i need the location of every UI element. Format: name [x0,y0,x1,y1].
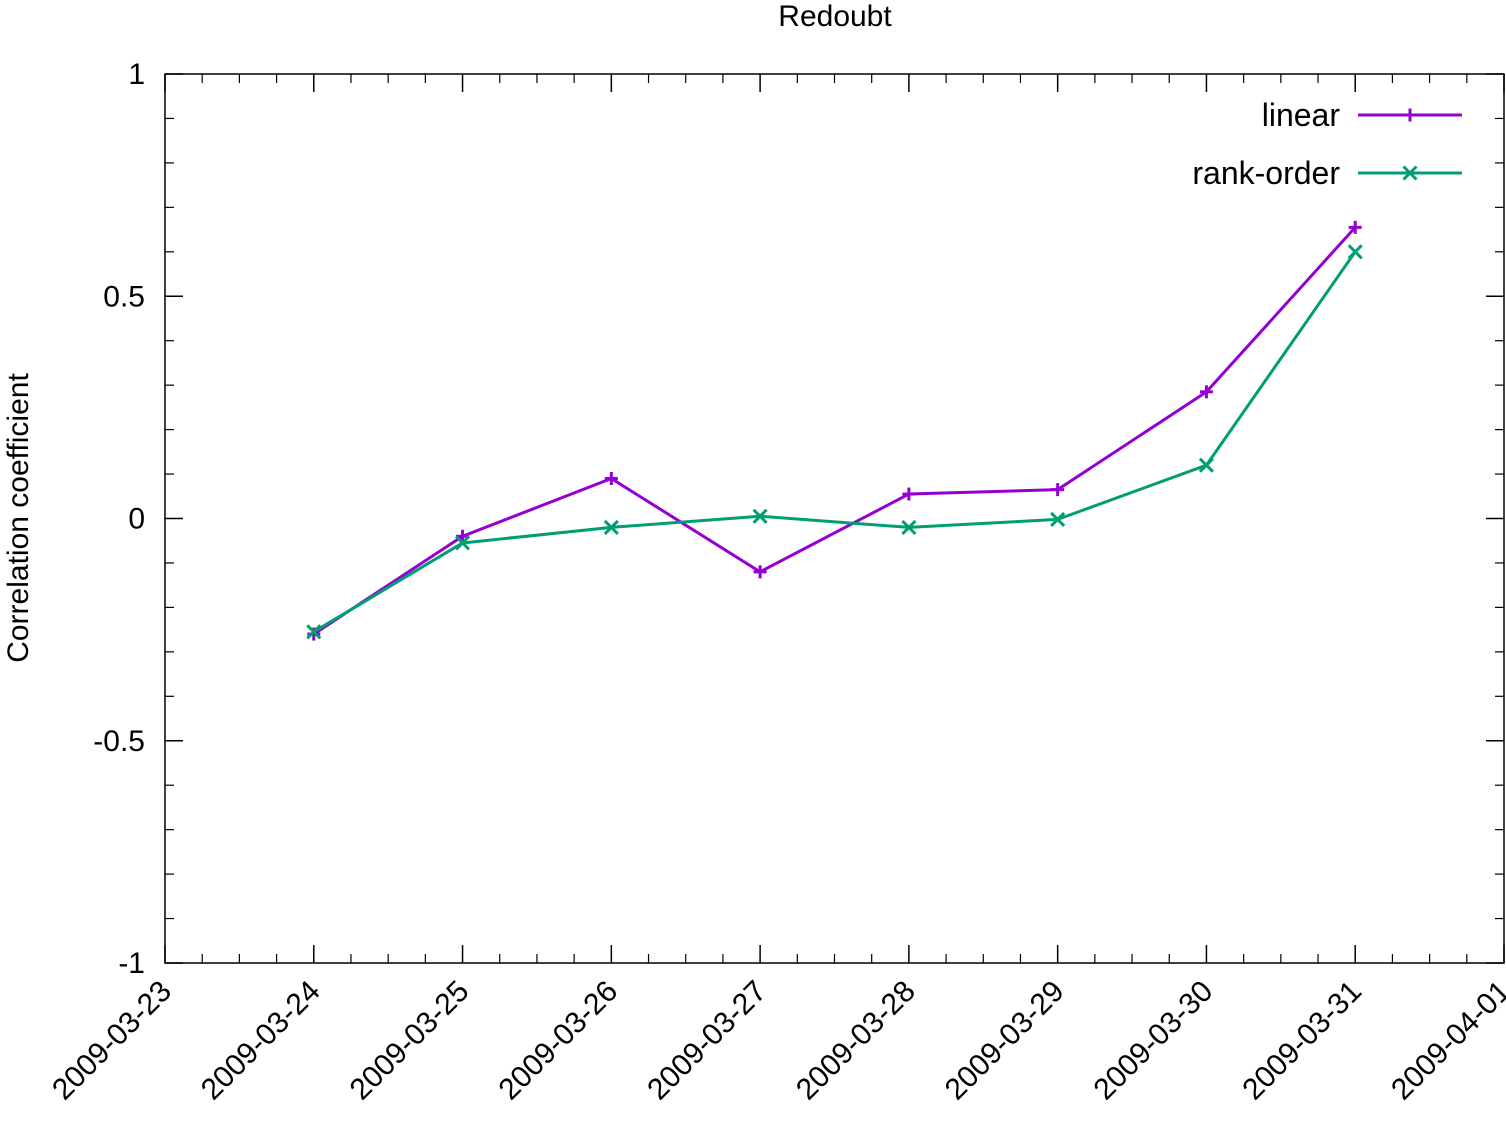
plot-frame [164,73,1505,964]
legend-marker-rank-order [1402,165,1418,181]
x-tick-label: 2009-03-31 [1236,975,1368,1107]
x-tick-label: 2009-03-27 [641,975,773,1107]
data-point-rank-order [1198,457,1215,473]
data-point-linear [1051,483,1065,497]
x-tick-label: 2009-03-29 [939,975,1071,1107]
y-tick-label: -1 [118,947,145,980]
series-layer [306,220,1363,641]
x-tick-label: 2009-03-26 [492,975,624,1107]
data-point-linear [604,471,618,485]
data-point-rank-order [1050,511,1066,527]
data-point-rank-order [306,624,322,640]
x-tick-label: 2009-03-23 [46,975,178,1107]
y-axis-label: Correlation coefficient [2,373,35,663]
x-tick-label: 2009-03-25 [344,975,476,1107]
data-point-rank-order [752,508,768,524]
series-line-rank-order [313,250,1357,634]
y-tick-label: 1 [128,58,145,91]
data-point-linear [456,529,470,543]
data-point-linear [902,487,916,501]
data-point-rank-order [1347,244,1363,260]
y-tick-label: 0 [128,503,145,536]
x-tick-label: 2009-03-30 [1088,975,1220,1107]
x-axis-ticks: 2009-03-23 2009-03-24 2009-03-25 2009-03-26… [46,74,1506,1106]
series-line-linear [312,226,1357,636]
data-point-rank-order [454,535,471,551]
legend-label-rank-order: rank-order [1192,155,1340,191]
x-tick-label: 2009-03-24 [195,975,327,1107]
data-point-rank-order [901,519,917,535]
y-tick-label: 0.5 [103,280,145,313]
data-point-rank-order [603,519,619,535]
y-minor-ticks [165,117,1504,920]
x-minor-ticks [201,74,1468,963]
chart-title: Redoubt [778,0,892,33]
y-axis-ticks: 1 0.5 0 -0.5 -1 [93,58,1504,980]
data-point-linear [753,565,767,579]
y-tick-label: -0.5 [93,725,145,758]
x-tick-label: 2009-04-01 [1385,975,1506,1107]
legend-label-linear: linear [1262,97,1341,133]
legend-marker-linear [1403,108,1417,122]
legend: linear rank-order [1192,97,1462,191]
x-tick-label: 2009-03-28 [790,975,922,1107]
data-point-linear [1348,220,1362,234]
data-point-linear [1199,385,1213,399]
